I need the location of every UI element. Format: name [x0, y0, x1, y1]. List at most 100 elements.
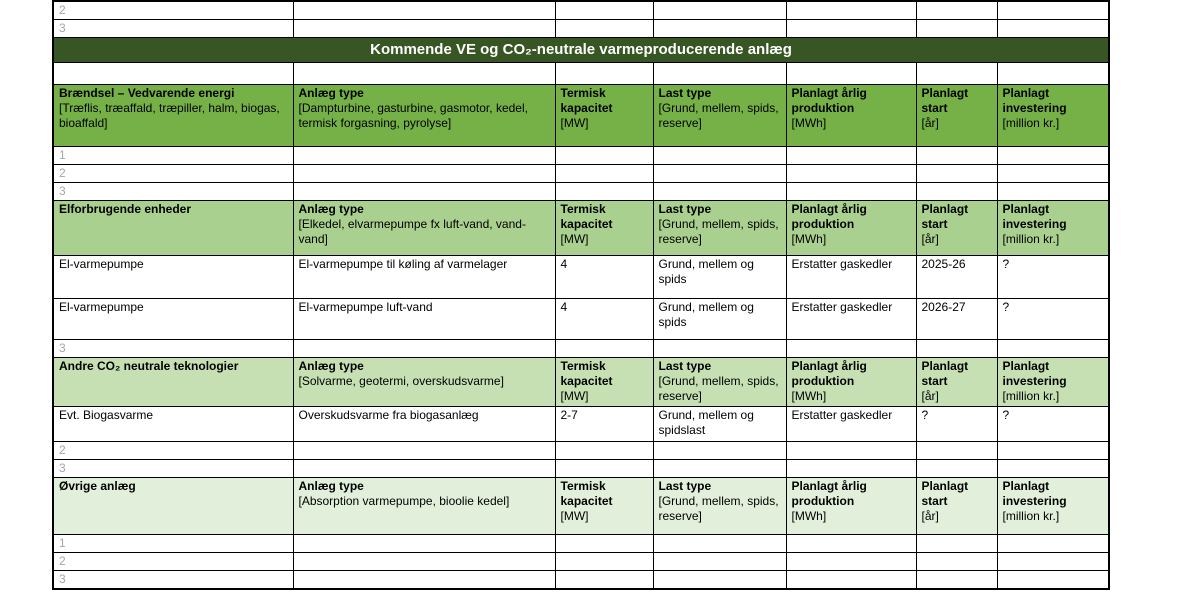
empty-cell — [554, 182, 654, 201]
empty-cell — [785, 182, 917, 201]
table-row: 3 — [52, 182, 1110, 201]
empty-cell — [652, 570, 787, 590]
empty-cell — [554, 339, 654, 358]
empty-cell — [785, 0, 917, 20]
empty-cell — [996, 19, 1110, 38]
cell-row-number: 3 — [52, 339, 294, 358]
empty-cell — [554, 552, 654, 571]
empty-cell — [915, 339, 998, 358]
table-row: 1 — [52, 534, 1110, 553]
cell-last-type: Grund, mellem og spids — [652, 255, 787, 299]
table-row: 2 — [52, 552, 1110, 571]
empty-cell — [292, 182, 556, 201]
cell-produktion: Erstatter gaskedler — [785, 406, 917, 442]
anlaeg-type-title: Anlæg type — [298, 479, 364, 493]
anlaeg-type-title: Anlæg type — [298, 359, 364, 373]
cell-investering: ? — [996, 406, 1110, 442]
table-row: El-varmepumpe El-varmepumpe til køling a… — [52, 255, 1110, 299]
empty-cell — [996, 339, 1110, 358]
cell-last-header: Last type [Grund, mellem, spids, reserve… — [652, 200, 787, 256]
empty-cell — [785, 441, 917, 460]
empty-cell — [915, 441, 998, 460]
heat-plants-table: 2 3 Kommende VE og CO₂-neutrale varmepro… — [52, 0, 1110, 590]
cell-row-number: 3 — [52, 459, 294, 478]
empty-cell — [554, 570, 654, 590]
empty-cell — [652, 62, 787, 85]
cell-row-number: 2 — [52, 0, 294, 20]
empty-cell — [785, 62, 917, 85]
cell-row-number: 3 — [52, 570, 294, 590]
empty-cell — [554, 534, 654, 553]
cell-termisk-header: Termisk kapacitet [MW] — [554, 84, 654, 147]
empty-cell — [292, 441, 556, 460]
cell-produktion-header: Planlagt årlig produktion [MWh] — [785, 200, 917, 256]
empty-cell — [292, 62, 556, 85]
cell-start: 2025-26 — [915, 255, 998, 299]
cell-investering-header: Planlagt investering [million kr.] — [996, 84, 1110, 147]
empty-cell — [292, 146, 556, 165]
empty-cell — [292, 534, 556, 553]
anlaeg-type-subtitle: [Elkedel, elvarmepumpe fx luft-vand, van… — [298, 217, 526, 246]
empty-cell — [996, 552, 1110, 571]
empty-cell — [292, 552, 556, 571]
anlaeg-type-subtitle: [Dampturbine, gasturbine, gasmotor, kede… — [298, 101, 528, 130]
cell-investering: ? — [996, 298, 1110, 340]
empty-cell — [652, 339, 787, 358]
cell-row-number: 3 — [52, 182, 294, 201]
table-row: El-varmepumpe El-varmepumpe luft-vand 4 … — [52, 298, 1110, 340]
empty-cell — [652, 459, 787, 478]
category-title: Andre CO₂ neutrale teknologier — [59, 359, 239, 373]
category-title: Øvrige anlæg — [59, 479, 136, 493]
cell-start: 2026-27 — [915, 298, 998, 340]
cell-last-header: Last type [Grund, mellem, spids, reserve… — [652, 84, 787, 147]
empty-cell — [996, 534, 1110, 553]
spacer-row — [52, 62, 1110, 85]
empty-cell — [915, 570, 998, 590]
title-row: Kommende VE og CO₂-neutrale varmeproduce… — [52, 37, 1110, 63]
empty-cell — [52, 62, 294, 85]
cell-produktion-header: Planlagt årlig produktion [MWh] — [785, 357, 917, 407]
cell-produktion: Erstatter gaskedler — [785, 298, 917, 340]
cell-anlaeg-type: Overskudsvarme fra biogasanlæg — [292, 406, 556, 442]
empty-cell — [915, 62, 998, 85]
cell-row-number: 2 — [52, 164, 294, 183]
table-row: 3 — [52, 339, 1110, 358]
section-header-row: Andre CO₂ neutrale teknologier Anlæg typ… — [52, 357, 1110, 407]
empty-cell — [292, 164, 556, 183]
empty-cell — [996, 164, 1110, 183]
empty-cell — [915, 552, 998, 571]
empty-cell — [652, 146, 787, 165]
cell-plant-name: Evt. Biogasvarme — [52, 406, 294, 442]
empty-cell — [785, 339, 917, 358]
empty-cell — [785, 146, 917, 165]
empty-cell — [996, 62, 1110, 85]
cell-start: ? — [915, 406, 998, 442]
category-title: Elforbrugende enheder — [59, 202, 192, 216]
table-row: Evt. Biogasvarme Overskudsvarme fra biog… — [52, 406, 1110, 442]
cell-anlaeg-type: El-varmepumpe til køling af varmelager — [292, 255, 556, 299]
empty-cell — [554, 62, 654, 85]
table-row: 3 — [52, 19, 1110, 38]
cell-row-number: 1 — [52, 146, 294, 165]
cell-anlaeg-type: El-varmepumpe luft-vand — [292, 298, 556, 340]
empty-cell — [996, 459, 1110, 478]
table-row: 1 — [52, 146, 1110, 165]
empty-cell — [915, 164, 998, 183]
anlaeg-type-title: Anlæg type — [298, 86, 364, 100]
cell-start-header: Planlagt start [år] — [915, 200, 998, 256]
empty-cell — [785, 164, 917, 183]
empty-cell — [554, 164, 654, 183]
cell-row-number: 3 — [52, 19, 294, 38]
anlaeg-type-subtitle: [Solvarme, geotermi, overskudsvarme] — [298, 374, 504, 388]
empty-cell — [785, 19, 917, 38]
empty-cell — [652, 182, 787, 201]
empty-cell — [554, 0, 654, 20]
table-row: 3 — [52, 570, 1110, 590]
empty-cell — [996, 182, 1110, 201]
cell-produktion-header: Planlagt årlig produktion [MWh] — [785, 84, 917, 147]
table-row: 2 — [52, 0, 1110, 20]
empty-cell — [292, 570, 556, 590]
empty-cell — [652, 19, 787, 38]
cell-last-type: Grund, mellem og spidslast — [652, 406, 787, 442]
empty-cell — [785, 570, 917, 590]
